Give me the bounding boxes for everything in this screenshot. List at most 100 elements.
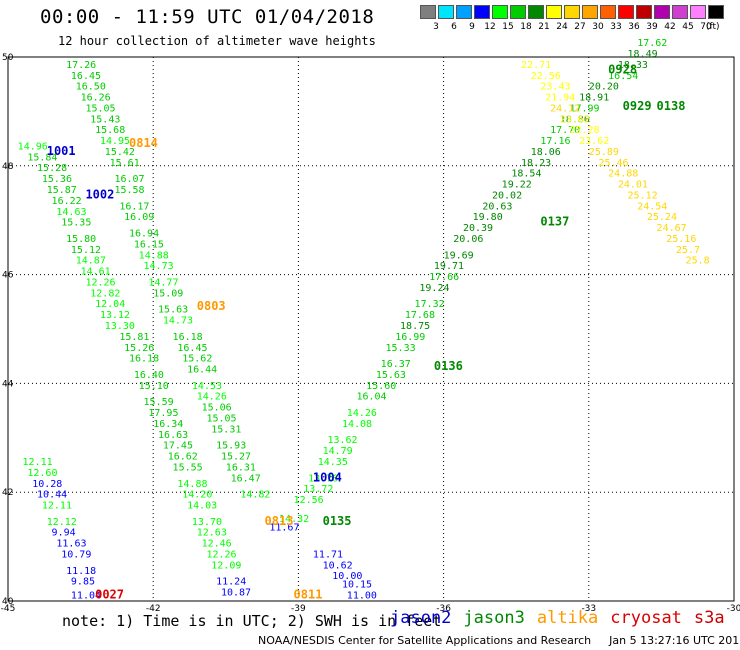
wave-height-value: 14.08 [342,419,372,430]
scale-unit: (ft) [706,22,720,32]
wave-height-value: 25.46 [598,158,628,169]
wave-height-value: 14.63 [56,207,86,218]
wave-height-value: 14.79 [323,446,353,457]
wave-height-value: 25.8 [686,256,710,267]
scale-label: 21 [538,22,550,32]
scale-swatch [654,5,670,19]
lon-tick-label: -42 [146,604,161,614]
wave-height-value: 18.91 [579,93,609,104]
lon-tick-label: -33 [581,604,596,614]
wave-height-value: 11.04 [71,590,101,601]
wave-height-value: 17.70 [550,125,580,136]
wave-height-value: 15.10 [139,381,169,392]
wave-height-value: 15.62 [182,354,212,365]
lon-tick-label: -36 [436,604,451,614]
scale-swatch [510,5,526,19]
scale-label: 30 [592,22,604,32]
wave-height-values: 17.2616.4516.5016.2615.0515.4315.6814.95… [18,38,710,601]
wave-height-value: 14.73 [144,261,174,272]
wave-height-value: 9.94 [52,528,76,539]
wave-height-value: 15.87 [47,185,77,196]
wave-height-value: 15.59 [144,397,174,408]
wave-height-value: 15.12 [71,245,101,256]
wave-height-value: 9.85 [71,577,95,588]
lon-tick-label: -39 [291,604,306,614]
wave-height-value: 10.62 [323,560,353,571]
wave-height-value: 17.62 [637,38,667,49]
legend-altika: altika [536,608,599,628]
wave-height-value: 12.60 [27,468,57,479]
footnote: note: 1) Time is in UTC; 2) SWH is in fe… [62,612,442,630]
wave-height-value: 18.06 [531,147,561,158]
map-subtitle: 12 hour collection of altimeter wave hei… [58,34,376,48]
map-frame [7,56,735,602]
wave-height-value: 13.12 [100,310,130,321]
axis-ticks: -45 -42 -39 -36 -33 -30 50 48 46 44 42 40 [1,53,740,614]
wave-height-value: 12.09 [211,560,241,571]
wave-height-value: 25.7 [676,245,700,256]
wave-height-value: 15.31 [211,424,241,435]
wave-height-value: 18.33 [618,60,648,71]
wave-height-value: 19.24 [419,283,449,294]
wave-height-value: 22.28 [569,125,599,136]
scale-label: 24 [556,22,568,32]
wave-height-value: 14.26 [347,408,377,419]
wave-height-value: 24.12 [550,103,580,114]
pass-label: 0136 [434,359,463,373]
wave-height-value: 12.63 [197,528,227,539]
wave-height-value: 19.69 [444,250,474,261]
credit-org: NOAA/NESDIS Center for Satellite Applica… [258,634,592,647]
wave-height-value: 25.24 [647,212,677,223]
wave-height-value: 14.77 [148,277,178,288]
scale-label: 27 [574,22,586,32]
map-title: 00:00 - 11:59 UTC 01/04/2018 [40,6,375,28]
scale-swatch [474,5,490,19]
pass-label: 0135 [323,514,352,528]
wave-height-value: 16.63 [158,430,188,441]
scale-swatch [636,5,652,19]
scale-label: 15 [502,22,514,32]
scale-swatch [618,5,634,19]
wave-height-value: 17.26 [66,60,96,71]
lat-tick-label: 44 [2,379,14,389]
wave-height-value: 14.53 [192,381,222,392]
lon-tick-label: -30 [727,604,740,614]
wave-height-value: 11.63 [56,539,86,550]
map-border [7,56,735,602]
wave-height-value: 15.68 [95,125,125,136]
scale-label: 42 [664,22,676,32]
wave-height-value: 19.80 [473,212,503,223]
scale-label: 18 [520,22,532,32]
wave-height-value: 19.71 [434,261,464,272]
wave-height-value: 20.20 [589,82,619,93]
scale-label: 12 [484,22,496,32]
wave-height-value: 11.24 [216,577,246,588]
legend-jason3: jason3 [463,608,525,628]
map-grid [8,57,734,601]
wave-height-value: 24.88 [608,169,638,180]
pass-label: 0814 [129,136,158,150]
wave-height-value: 22.56 [531,71,561,82]
wave-height-value: 11.00 [347,590,377,601]
wave-height-value: 12.04 [95,299,125,310]
pass-label: 1001 [47,144,76,158]
wave-height-value: 15.80 [66,234,96,245]
wave-height-value: 14.88 [139,250,169,261]
scale-swatch [546,5,562,19]
wave-height-value: 15.60 [366,381,396,392]
wave-height-value: 17.68 [405,310,435,321]
scale-swatch [456,5,472,19]
wave-height-value: 14.87 [76,256,106,267]
pass-label: 0138 [657,99,686,113]
lat-tick-label: 46 [2,271,14,281]
wave-height-value: 13.76 [308,473,338,484]
wave-height-value: 11.67 [269,522,299,533]
wave-height-value: 12.11 [42,501,72,512]
pass-label: 1002 [85,187,114,201]
wave-height-value: 18.75 [400,321,430,332]
wave-height-value: 15.55 [173,462,203,473]
wave-height-value: 14.96 [18,141,48,152]
pass-label: 0811 [294,587,323,601]
wave-height-value: 13.30 [105,321,135,332]
wave-height-value: 16.31 [226,462,256,473]
